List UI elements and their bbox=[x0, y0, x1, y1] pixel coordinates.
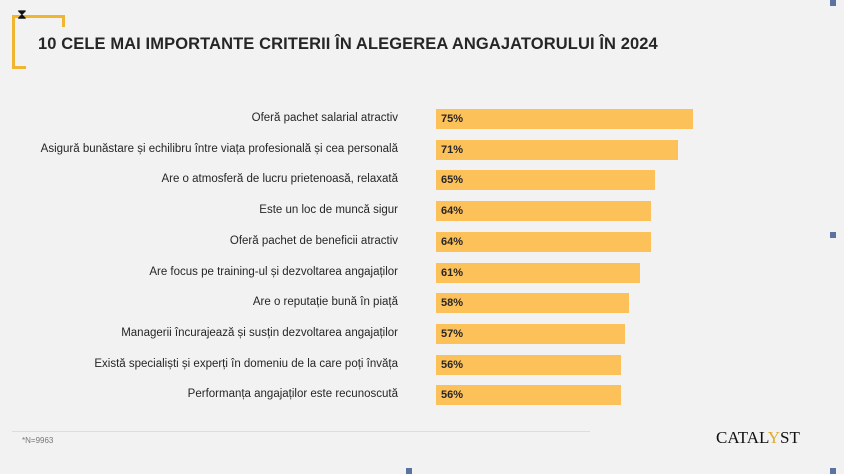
value-label: 58% bbox=[441, 297, 464, 310]
value-label: 75% bbox=[441, 113, 464, 125]
category-label: Oferă pachet de beneficii atractiv bbox=[229, 234, 398, 247]
resize-handle[interactable] bbox=[830, 232, 836, 238]
value-label: 65% bbox=[441, 174, 464, 187]
category-label: Performanța angajaților este recunoscută bbox=[187, 388, 398, 401]
value-label: 61% bbox=[441, 266, 464, 279]
category-label: Asigură bunăstare și echilibru între via… bbox=[40, 142, 398, 155]
resize-handle[interactable] bbox=[406, 468, 412, 474]
bar bbox=[436, 323, 625, 344]
category-label: Managerii încurajează și susțin dezvolta… bbox=[121, 326, 398, 339]
category-label: Oferă pachet salarial atractiv bbox=[251, 112, 398, 124]
value-label: 57% bbox=[441, 327, 464, 340]
resize-handle[interactable] bbox=[830, 0, 836, 6]
value-label: 64% bbox=[441, 205, 464, 218]
value-label: 56% bbox=[441, 389, 464, 402]
hourglass-icon: ⧗ bbox=[17, 6, 27, 22]
value-label: 71% bbox=[441, 143, 464, 156]
resize-handle[interactable] bbox=[830, 468, 836, 474]
chart-title: 10 CELE MAI IMPORTANTE CRITERII ÎN ALEGE… bbox=[38, 35, 658, 53]
sample-note: *N=9963 bbox=[22, 436, 54, 445]
bar bbox=[436, 293, 629, 314]
bar bbox=[436, 139, 678, 160]
category-label: Are o reputație bună în piață bbox=[252, 296, 398, 309]
bracket-decoration bbox=[12, 17, 15, 67]
bar bbox=[436, 109, 694, 129]
bar bbox=[436, 354, 622, 375]
bar bbox=[436, 231, 652, 252]
bracket-decoration bbox=[62, 15, 65, 27]
divider bbox=[12, 431, 590, 432]
bar bbox=[436, 262, 641, 283]
category-label: Există specialiști și experți în domeniu… bbox=[94, 357, 398, 370]
value-label: 64% bbox=[441, 235, 464, 248]
category-label: Are focus pe training-ul și dezvoltarea … bbox=[149, 265, 398, 278]
catalyst-logo: CATALYST bbox=[716, 428, 800, 447]
bracket-decoration bbox=[12, 15, 64, 18]
category-label: Are o atmosferă de lucru prietenoasă, re… bbox=[161, 173, 398, 186]
bar bbox=[436, 201, 652, 222]
bar bbox=[436, 170, 656, 191]
bracket-decoration bbox=[12, 66, 26, 69]
bar bbox=[436, 385, 622, 406]
value-label: 56% bbox=[441, 358, 464, 371]
category-label: Este un loc de muncă sigur bbox=[259, 204, 398, 217]
